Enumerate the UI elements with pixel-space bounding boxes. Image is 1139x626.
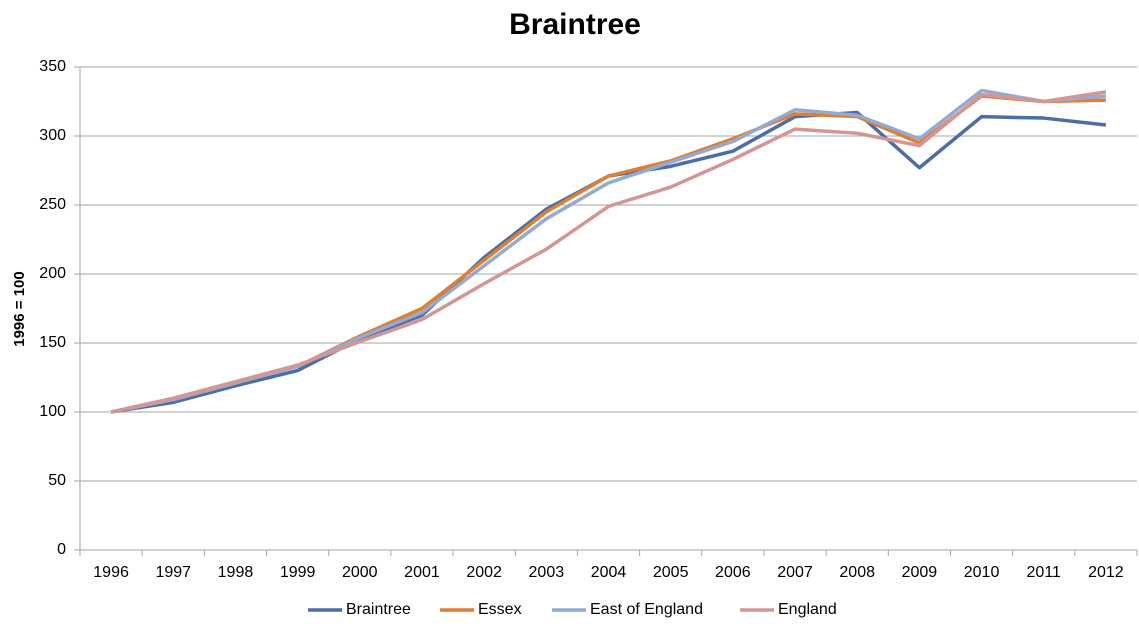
x-tick-label: 2001	[404, 564, 440, 581]
x-tick-label: 2008	[839, 564, 875, 581]
x-tick-label: 2005	[653, 564, 689, 581]
x-tick-label: 2004	[591, 564, 627, 581]
x-tick-label: 1998	[218, 564, 254, 581]
series-line	[110, 110, 1107, 414]
chart-title: Braintree	[509, 8, 641, 41]
y-tick-label: 300	[39, 127, 66, 144]
x-tick-label: 2006	[715, 564, 751, 581]
y-tick-label: 200	[39, 265, 66, 282]
x-tick-label: 2002	[466, 564, 502, 581]
legend-label: Braintree	[346, 601, 411, 618]
y-tick-label: 50	[48, 472, 66, 489]
series-line	[110, 94, 1106, 414]
x-tick-label: 1996	[93, 564, 129, 581]
x-tick-label: 1997	[155, 564, 191, 581]
y-tick-label: 100	[39, 403, 66, 420]
x-tick-label: 2000	[342, 564, 378, 581]
x-tick-label: 2007	[777, 564, 813, 581]
x-tick-label: 2009	[902, 564, 938, 581]
y-tick-label: 150	[39, 334, 66, 351]
x-tick-label: 2011	[1027, 564, 1062, 581]
x-tick-label: 2012	[1088, 564, 1124, 581]
y-axis-label: 1996 = 100	[11, 271, 28, 347]
series-line	[110, 90, 1107, 414]
x-tick-label: 2010	[964, 564, 1000, 581]
legend-label: England	[778, 601, 837, 618]
y-tick-label: 350	[39, 58, 66, 75]
y-tick-label: 250	[39, 196, 66, 213]
x-tick-label: 1999	[280, 564, 316, 581]
legend-label: East of England	[590, 601, 703, 618]
legend-label: Essex	[478, 601, 522, 618]
y-tick-label: 0	[57, 541, 66, 558]
x-tick-label: 2003	[529, 564, 565, 581]
